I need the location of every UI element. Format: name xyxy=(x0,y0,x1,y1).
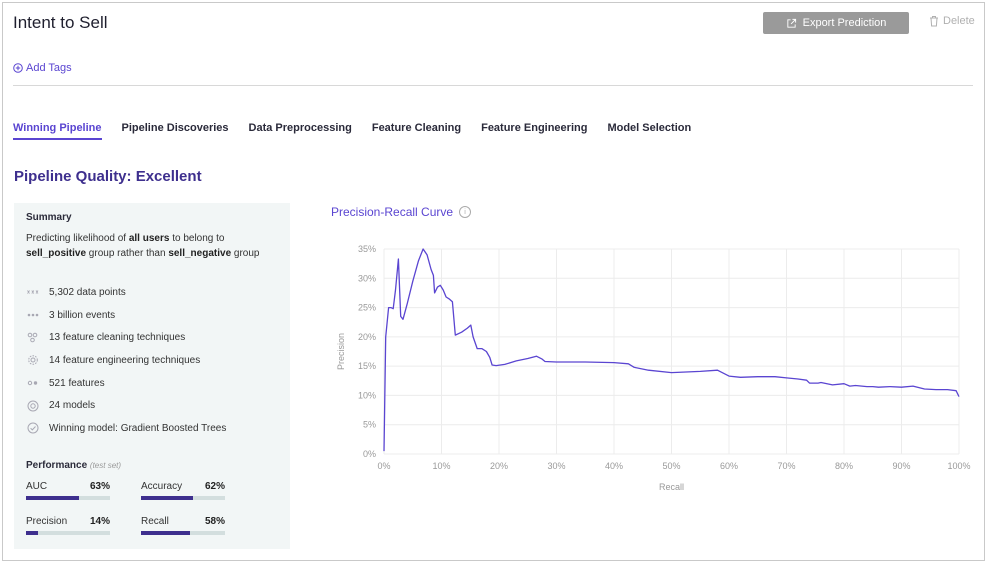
stat-engineering: 14 feature engineering techniques xyxy=(26,349,226,372)
delete-button[interactable]: Delete xyxy=(929,15,975,27)
metric-fill xyxy=(26,496,79,500)
tab-bar: Winning Pipeline Pipeline Discoveries Da… xyxy=(13,122,691,140)
export-prediction-button[interactable]: Export Prediction xyxy=(763,12,909,34)
stat-features: 521 features xyxy=(26,372,226,395)
y-tick-label: 15% xyxy=(358,361,376,371)
stat-text: 13 feature cleaning techniques xyxy=(49,332,186,344)
header-divider xyxy=(13,85,973,86)
stat-cleaning: 13 feature cleaning techniques xyxy=(26,326,226,349)
stat-text: 3 billion events xyxy=(49,309,116,321)
summary-description: Predicting likelihood of all users to be… xyxy=(26,233,260,259)
pr-curve-line xyxy=(383,248,960,452)
metric-track xyxy=(141,531,225,535)
chart-title: Precision-Recall Curve i xyxy=(331,205,472,219)
x-tick-label: 30% xyxy=(547,461,565,471)
stat-winning-model: Winning model: Gradient Boosted Trees xyxy=(26,417,226,440)
add-tags-label: Add Tags xyxy=(26,62,72,74)
tab-feature-cleaning[interactable]: Feature Cleaning xyxy=(371,122,462,134)
tab-feature-engineering[interactable]: Feature Engineering xyxy=(481,122,588,134)
tab-pipeline-discoveries[interactable]: Pipeline Discoveries xyxy=(121,122,229,134)
y-tick-label: 5% xyxy=(363,420,376,430)
performance-header: Performance (test set) xyxy=(26,460,122,471)
y-tick-label: 0% xyxy=(363,449,376,459)
x-tick-label: 0% xyxy=(377,461,390,471)
x-tick-label: 90% xyxy=(892,461,910,471)
models-icon xyxy=(26,399,39,412)
x-tick-label: 80% xyxy=(835,461,853,471)
page-title: Intent to Sell xyxy=(13,13,108,32)
y-tick-label: 30% xyxy=(358,273,376,283)
metric-track xyxy=(141,496,225,500)
x-tick-label: 70% xyxy=(777,461,795,471)
y-tick-label: 10% xyxy=(358,390,376,400)
x-tick-label: 20% xyxy=(490,461,508,471)
pipeline-quality-heading: Pipeline Quality: Excellent xyxy=(14,168,202,185)
stat-events: 3 billion events xyxy=(26,304,226,327)
info-icon[interactable]: i xyxy=(459,206,472,218)
performance-note: (test set) xyxy=(89,461,122,470)
add-tags-link[interactable]: Add Tags xyxy=(13,62,72,74)
metric-track xyxy=(26,531,110,535)
stat-text: 521 features xyxy=(49,377,105,389)
tab-data-preprocessing[interactable]: Data Preprocessing xyxy=(248,122,352,134)
y-tick-label: 20% xyxy=(358,332,376,342)
y-tick-label: 35% xyxy=(358,244,376,254)
stat-text: Winning model: Gradient Boosted Trees xyxy=(49,422,227,434)
trash-icon xyxy=(930,16,938,27)
precision-recall-chart: 0% 10% 20% 30% 40% 50% 60% 70% 80% 90% 100% 0% 5% 10%… xyxy=(336,244,971,492)
stat-models: 24 models xyxy=(26,394,226,417)
export-label: Export Prediction xyxy=(802,17,887,29)
delete-label: Delete xyxy=(943,15,975,27)
data-points-icon xyxy=(26,286,39,299)
plus-circle-icon xyxy=(13,63,23,73)
export-icon xyxy=(786,18,796,28)
y-axis-label: Precision xyxy=(336,333,346,370)
tab-winning-pipeline[interactable]: Winning Pipeline xyxy=(13,122,102,140)
x-tick-label: 40% xyxy=(605,461,623,471)
summary-panel: Summary Predicting likelihood of all use… xyxy=(14,203,290,549)
x-axis-label: Recall xyxy=(659,482,684,492)
cleaning-icon xyxy=(26,331,39,344)
stat-text: 24 models xyxy=(49,400,96,412)
metric-track xyxy=(26,496,110,500)
tab-model-selection[interactable]: Model Selection xyxy=(607,122,692,134)
x-tick-label: 10% xyxy=(432,461,450,471)
metric-fill xyxy=(26,531,38,535)
metric-fill xyxy=(141,496,194,500)
y-tick-label: 25% xyxy=(358,303,376,313)
metric-fill xyxy=(141,531,190,535)
summary-stats: 5,302 data points 3 billion events 13 fe… xyxy=(26,281,226,440)
stat-text: 14 feature engineering techniques xyxy=(49,354,201,366)
summary-header: Summary xyxy=(26,212,72,223)
stat-text: 5,302 data points xyxy=(49,286,126,298)
events-icon xyxy=(26,309,39,322)
check-circle-icon xyxy=(26,422,39,435)
x-tick-label: 100% xyxy=(947,461,970,471)
x-tick-label: 50% xyxy=(662,461,680,471)
features-icon xyxy=(26,377,39,390)
gear-icon xyxy=(26,354,39,367)
stat-data-points: 5,302 data points xyxy=(26,281,226,304)
x-tick-label: 60% xyxy=(720,461,738,471)
